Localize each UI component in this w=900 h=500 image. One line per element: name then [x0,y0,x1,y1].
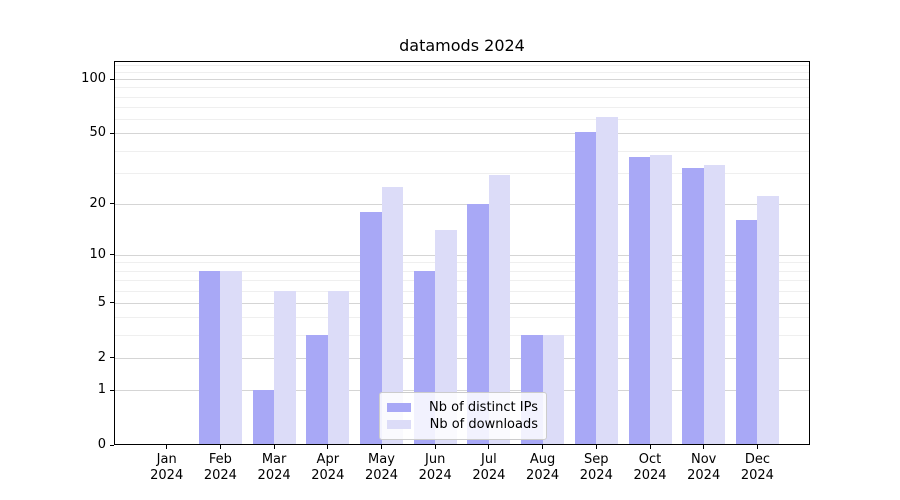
x-tick-mark [434,445,436,449]
x-tick-mark [273,445,275,449]
x-tick-mark [649,445,651,449]
x-tick-label: Jan 2024 [150,452,184,483]
bar-ips-oct [628,156,650,444]
bar-ips-jul [467,203,489,444]
bar-ips-dec [735,220,758,444]
bar-downloads-may [381,186,403,444]
x-tick-mark [327,445,329,449]
minor-gridline [115,172,809,174]
bar-ips-may [360,211,382,444]
legend-label: Nb of downloads [429,417,538,432]
bar-ips-mar [252,390,275,444]
minor-gridline [115,335,809,337]
major-gridline [115,390,809,392]
legend-label: Nb of distinct IPs [429,400,538,415]
bar-ips-sep [574,131,597,444]
y-tick-label: 20 [89,195,106,211]
legend-entries: Nb of distinct IPs Nb of downloads [387,399,538,433]
bar-downloads-jun [435,230,457,444]
y-tick-mark [110,203,114,205]
y-tick-mark [110,357,114,359]
legend: Nb of distinct IPs Nb of downloads [379,392,547,440]
major-gridline [115,133,809,135]
legend-entry: Nb of downloads [387,416,538,433]
x-tick-label: Jun 2024 [418,452,452,483]
bar-downloads-apr [327,290,350,444]
x-tick-label: Sep 2024 [579,452,613,483]
minor-gridline [115,96,809,98]
bar-downloads-feb [220,270,242,444]
minor-gridline [115,64,809,66]
bar-ips-nov [682,167,704,444]
minor-gridline [115,150,809,152]
y-tick-mark [110,132,114,134]
x-tick-label: Mar 2024 [257,452,291,483]
x-tick-label: Jul 2024 [472,452,506,483]
minor-gridline [115,119,809,121]
x-tick-mark [166,445,168,449]
x-tick-label: Aug 2024 [526,452,560,483]
legend-swatch [387,403,411,412]
major-gridline [115,254,809,256]
minor-gridline [115,280,809,282]
minor-gridline [115,107,809,109]
chart-title: datamods 2024 [399,36,525,55]
y-tick-mark [110,389,114,391]
minor-gridline [115,270,809,272]
bar-downloads-oct [650,154,672,444]
x-tick-mark [756,445,758,449]
bar-downloads-dec [757,196,779,444]
y-tick-mark [110,444,114,446]
minor-gridline [115,71,809,73]
x-tick-mark [595,445,597,449]
bar-downloads-aug [542,335,565,444]
legend-swatch [387,420,411,429]
y-tick-label: 0 [97,437,106,452]
y-tick-label: 10 [89,246,106,262]
plot-area: Nb of distinct IPs Nb of downloads [114,61,810,445]
x-tick-label: Nov 2024 [687,452,721,483]
y-tick-mark [110,302,114,304]
bar-downloads-jul [488,175,511,444]
x-tick-mark [219,445,221,449]
y-tick-label: 2 [97,349,106,365]
major-gridline [115,357,809,359]
minor-gridline [115,87,809,89]
bar-ips-apr [306,335,328,444]
bar-downloads-mar [274,290,296,444]
x-tick-mark [542,445,544,449]
y-tick-label: 5 [97,294,106,310]
y-tick-mark [110,254,114,256]
x-tick-mark [488,445,490,449]
x-tick-label: Apr 2024 [311,452,345,483]
x-tick-mark [703,445,705,449]
bar-downloads-nov [703,165,726,444]
y-tick-mark [110,78,114,80]
bar-ips-feb [198,270,221,444]
x-tick-label: Dec 2024 [740,452,774,483]
x-tick-label: Oct 2024 [633,452,667,483]
y-tick-label: 50 [89,125,106,141]
x-tick-label: May 2024 [364,452,399,483]
minor-gridline [115,317,809,319]
legend-entry: Nb of distinct IPs [387,399,538,416]
minor-gridline [115,290,809,292]
x-tick-label: Feb 2024 [203,452,237,483]
y-tick-label: 100 [81,71,106,87]
x-tick-mark [381,445,382,449]
minor-gridline [115,262,809,264]
major-gridline [115,203,809,205]
y-tick-label: 1 [97,382,106,398]
major-gridline [115,302,809,304]
bar-downloads-sep [596,116,618,444]
major-gridline [115,79,809,81]
